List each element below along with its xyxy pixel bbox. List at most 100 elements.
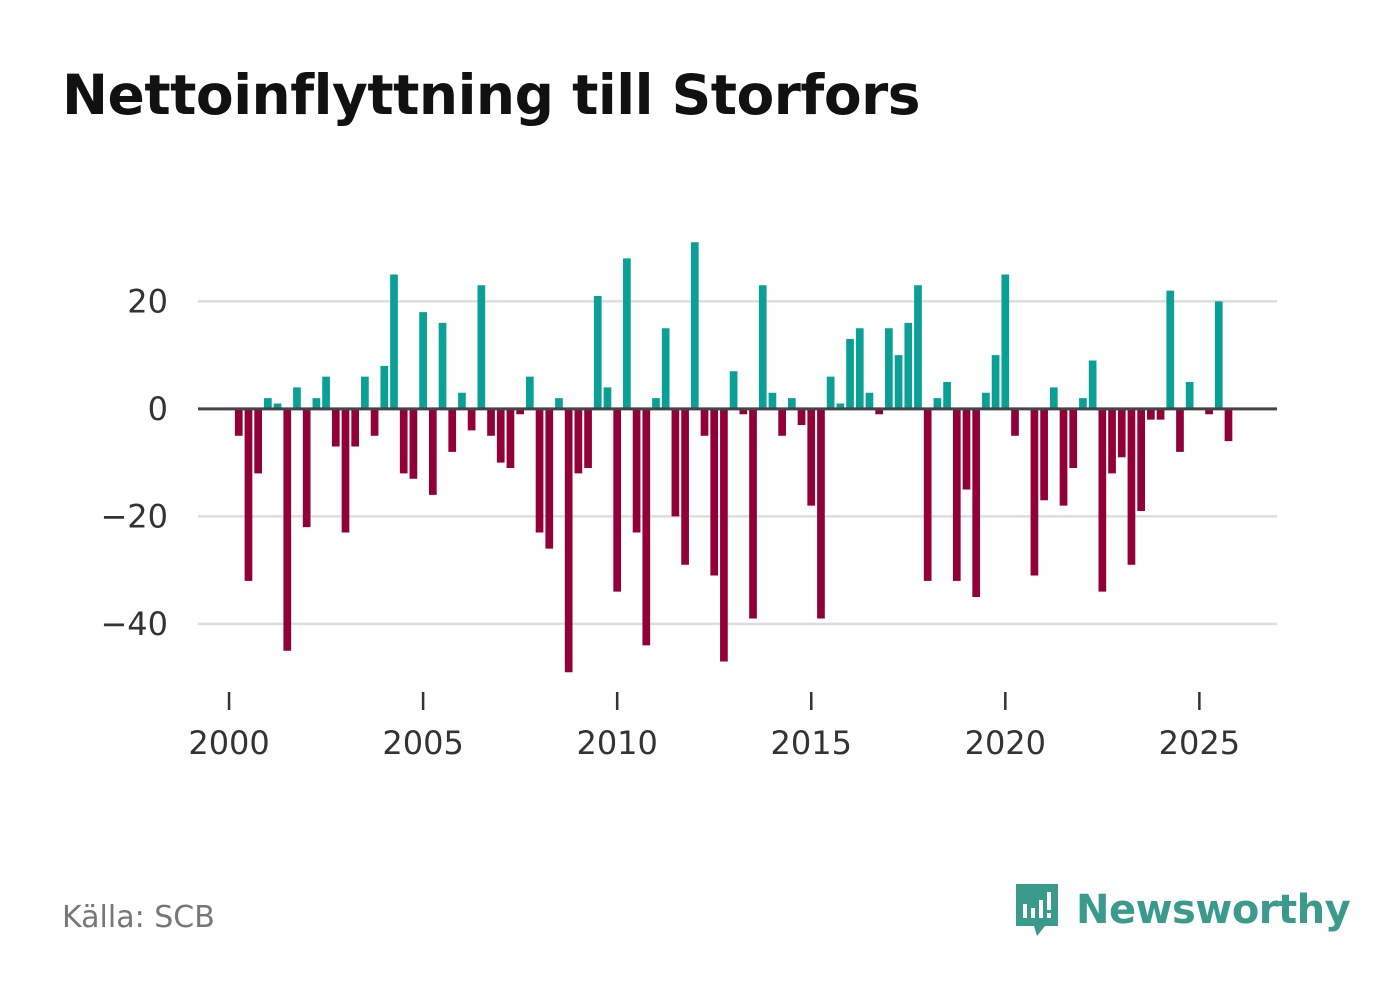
bar	[1185, 382, 1194, 409]
bar	[477, 285, 486, 409]
bar	[351, 408, 360, 447]
bar	[254, 408, 263, 474]
bar	[467, 408, 476, 431]
bar	[419, 312, 427, 409]
bar	[933, 398, 942, 409]
bar	[1001, 274, 1010, 409]
bar	[875, 408, 884, 415]
bar	[574, 408, 583, 474]
bar	[302, 408, 311, 528]
bar	[370, 408, 379, 436]
bar	[904, 322, 913, 409]
bar	[487, 408, 495, 436]
newsworthy-logo[interactable]: Newsworthy	[1012, 880, 1351, 940]
x-tick-label: 2005	[382, 724, 463, 762]
bar	[593, 296, 602, 409]
bar	[603, 387, 612, 409]
bar	[749, 408, 757, 619]
bar	[787, 398, 796, 409]
bar	[564, 408, 573, 673]
bar	[535, 408, 544, 533]
bar	[642, 408, 651, 646]
bar	[322, 376, 330, 409]
newsworthy-logo-icon	[1016, 884, 1058, 936]
axes: 20 0 −20 −40 2000 2005 2010 2015 2020 2025	[100, 282, 1277, 762]
bar	[1069, 408, 1078, 469]
bar	[545, 408, 554, 549]
chart-title: Nettoinflyttning till Storfors	[62, 63, 921, 127]
bar	[1040, 408, 1048, 501]
bar	[846, 339, 854, 409]
bar	[506, 408, 515, 469]
bar	[855, 328, 864, 409]
bar	[943, 382, 951, 409]
source-label: Källa: SCB	[62, 900, 215, 935]
bar	[283, 408, 292, 651]
bar	[1127, 408, 1136, 565]
y-tick-label: −20	[100, 497, 168, 535]
bar	[661, 328, 670, 409]
bar	[1098, 408, 1107, 592]
bar	[273, 403, 282, 409]
bar	[1117, 408, 1126, 458]
bar	[982, 392, 990, 409]
bar	[1011, 408, 1019, 436]
bar	[729, 371, 738, 409]
x-tick-label: 2025	[1159, 724, 1240, 762]
y-tick-label: 0	[148, 390, 168, 428]
bar	[409, 408, 418, 479]
bar	[399, 408, 408, 474]
bar	[458, 392, 466, 409]
bar	[380, 365, 389, 409]
bar	[496, 408, 505, 463]
bar	[836, 403, 845, 409]
bar	[1147, 408, 1155, 420]
bar	[739, 408, 748, 415]
bar	[1214, 301, 1223, 409]
x-tick-label: 2015	[771, 724, 852, 762]
bar	[438, 322, 447, 409]
bar	[428, 408, 437, 495]
bar	[1176, 408, 1184, 452]
bar	[623, 258, 631, 409]
bar	[700, 408, 709, 436]
bar	[807, 408, 816, 506]
gridlines	[198, 300, 1277, 626]
y-tick-label: 20	[127, 282, 168, 320]
bar	[1108, 408, 1116, 474]
x-tick-label: 2020	[965, 724, 1046, 762]
bar	[1049, 387, 1058, 409]
bar	[244, 408, 253, 581]
bar	[613, 408, 622, 592]
bar	[758, 285, 767, 409]
bar	[293, 387, 301, 409]
y-tick-label: −40	[100, 605, 168, 643]
bar	[584, 408, 592, 469]
bar	[826, 376, 835, 409]
bar	[234, 408, 243, 436]
bar	[341, 408, 350, 533]
bar	[681, 408, 689, 565]
bar	[797, 408, 806, 426]
bar	[768, 392, 777, 409]
bar	[671, 408, 680, 517]
bar	[991, 355, 1000, 409]
bar	[526, 376, 534, 409]
bar	[652, 398, 660, 409]
bar	[778, 408, 786, 436]
bar	[1224, 408, 1233, 442]
bar	[361, 376, 369, 409]
x-tick-label: 2010	[576, 724, 657, 762]
bar	[312, 398, 321, 409]
bar	[914, 285, 922, 409]
bar	[1166, 290, 1175, 409]
bar	[1059, 408, 1068, 506]
bar	[885, 328, 893, 409]
bar	[1088, 360, 1097, 409]
bar	[448, 408, 457, 452]
bar	[952, 408, 961, 581]
bars	[234, 242, 1233, 673]
bar	[817, 408, 825, 619]
bar	[710, 408, 719, 576]
